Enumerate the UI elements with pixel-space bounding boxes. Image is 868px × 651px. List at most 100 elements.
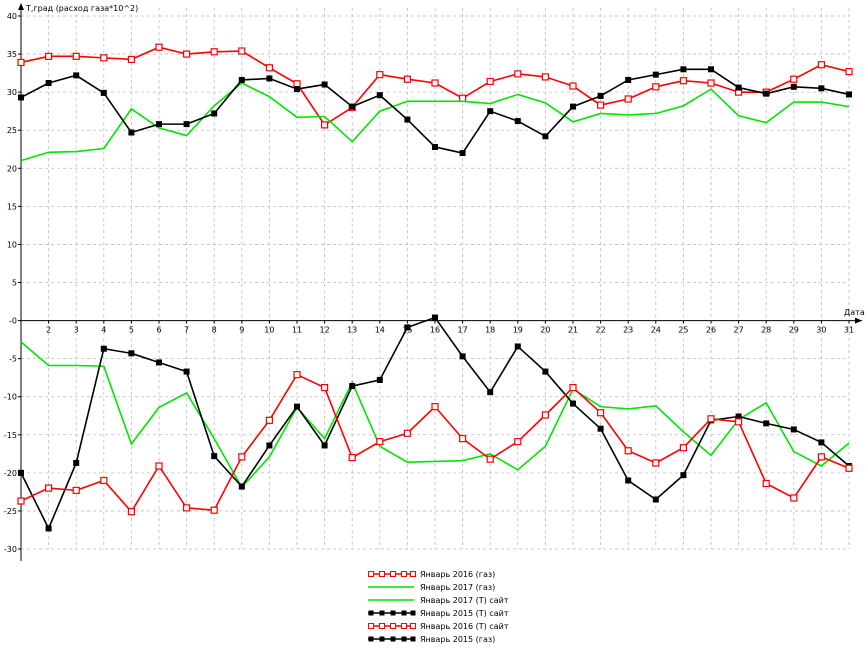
data-point xyxy=(459,434,467,443)
data-point xyxy=(156,121,162,128)
x-tick-label: 29 xyxy=(789,326,799,335)
data-point xyxy=(790,494,798,502)
data-point xyxy=(431,403,439,411)
data-point xyxy=(18,469,24,476)
x-tick-label: 13 xyxy=(347,326,357,335)
data-point xyxy=(72,486,80,494)
legend-label: Январь 2017 (Т) сайт xyxy=(420,596,509,605)
data-point xyxy=(679,444,688,452)
data-point xyxy=(210,506,218,514)
x-tick-label: 11 xyxy=(292,326,302,335)
data-point xyxy=(128,129,135,136)
data-point xyxy=(817,61,826,69)
data-point xyxy=(624,95,632,103)
data-point xyxy=(790,83,797,90)
data-point xyxy=(846,91,852,98)
data-point xyxy=(542,133,549,140)
data-point xyxy=(487,389,494,396)
legend-marker xyxy=(368,610,374,616)
data-point xyxy=(570,400,576,407)
x-tick-label: 17 xyxy=(458,326,468,335)
y-tick-label: -25 xyxy=(4,507,17,516)
legend-marker xyxy=(401,636,407,642)
legend-marker xyxy=(379,623,385,629)
x-axis-title: Дата xyxy=(844,308,865,317)
y-tick-label: 10 xyxy=(7,240,17,249)
x-tick-label: 3 xyxy=(74,326,79,335)
x-tick-label: 26 xyxy=(706,326,716,335)
data-point xyxy=(403,75,411,83)
data-point xyxy=(376,92,383,99)
data-point xyxy=(156,359,162,366)
legend-label: Январь 2015 (Т) сайт xyxy=(420,609,509,618)
data-point xyxy=(265,64,273,72)
y-tick-label: 25 xyxy=(7,126,17,135)
x-tick-label: 7 xyxy=(184,326,189,335)
data-point xyxy=(294,86,300,93)
data-point xyxy=(624,447,632,455)
x-tick-label: 22 xyxy=(596,326,606,335)
data-point xyxy=(349,383,356,390)
data-point xyxy=(294,403,300,410)
series-layer xyxy=(17,43,853,532)
data-point xyxy=(183,504,191,512)
series-3 xyxy=(20,341,850,489)
data-point xyxy=(597,425,604,432)
data-point xyxy=(431,79,439,87)
x-tick-label: 10 xyxy=(264,326,274,335)
x-axis-tick-labels: 2345678910111213141516171819202122232425… xyxy=(46,320,854,335)
y-tick-label: -0 xyxy=(9,317,17,326)
data-point xyxy=(210,48,218,56)
data-point xyxy=(211,453,218,460)
data-point xyxy=(708,66,714,73)
y-tick-label: -15 xyxy=(4,431,17,440)
legend-item: Январь 2017 (газ) xyxy=(368,583,495,592)
data-point xyxy=(183,368,190,375)
data-point xyxy=(680,66,687,73)
x-tick-label: 28 xyxy=(761,326,771,335)
data-point xyxy=(100,476,108,485)
data-point xyxy=(72,52,80,60)
x-tick-label: 24 xyxy=(651,326,661,335)
legend-marker xyxy=(410,636,416,642)
data-point xyxy=(376,376,383,383)
data-point xyxy=(432,143,438,150)
series-line xyxy=(20,373,850,514)
legend-marker xyxy=(368,571,374,577)
legend-item: Январь 2016 (Т) сайт xyxy=(368,622,509,631)
data-point xyxy=(762,479,770,488)
data-point xyxy=(293,371,301,379)
data-point xyxy=(652,71,659,78)
legend-marker xyxy=(401,610,407,616)
data-point xyxy=(569,383,577,392)
data-point xyxy=(541,411,550,419)
x-tick-label: 14 xyxy=(375,326,385,335)
x-tick-label: 16 xyxy=(430,326,440,335)
data-point xyxy=(266,442,273,449)
data-point xyxy=(266,75,273,82)
data-point xyxy=(734,418,743,426)
data-point xyxy=(155,43,163,51)
x-tick-label: 30 xyxy=(816,326,826,335)
data-point xyxy=(238,453,246,461)
data-point xyxy=(17,58,25,67)
legend-marker xyxy=(401,571,407,577)
y-axis-tick-labels: 40 35 30 25 20 15 10 5 -0 -5 -10 -15 -20 -25 -30 xyxy=(4,12,21,554)
legend-marker xyxy=(410,623,416,629)
data-point xyxy=(763,420,770,427)
legend-label: Январь 2017 (газ) xyxy=(420,583,495,592)
data-point xyxy=(321,81,328,88)
x-tick-label: 20 xyxy=(540,326,550,335)
data-point xyxy=(183,121,190,128)
data-point xyxy=(625,477,632,484)
data-point xyxy=(321,383,329,392)
legend-marker xyxy=(410,610,416,616)
legend-marker xyxy=(410,571,416,577)
data-point xyxy=(321,442,328,449)
x-tick-label: 25 xyxy=(678,326,688,335)
legend-item: Январь 2015 (Т) сайт xyxy=(368,609,509,618)
y-tick-label: -10 xyxy=(4,393,17,402)
data-point xyxy=(404,324,411,331)
x-tick-label: 12 xyxy=(320,326,330,335)
